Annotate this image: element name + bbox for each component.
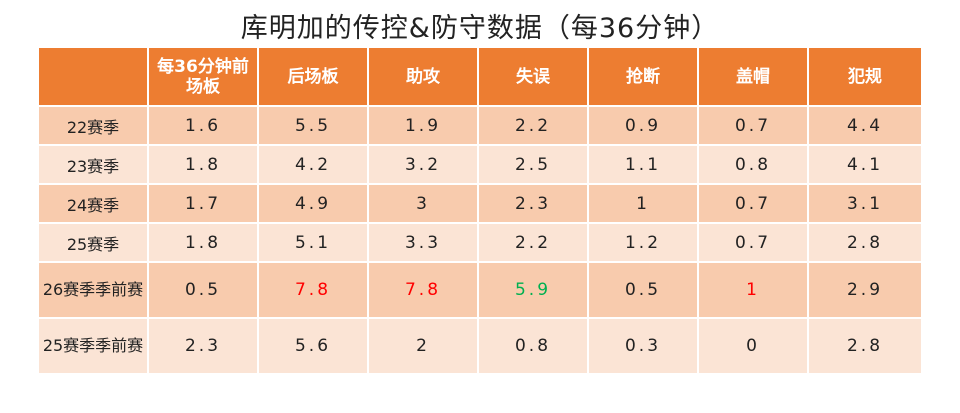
table-row: 25赛季 1.8 5.1 3.3 2.2 1.2 0.7 2.8 — [39, 222, 921, 261]
table-cell: 5.5 — [259, 105, 369, 144]
header-cell-offensive-rebounds: 每36分钟前场板 — [149, 48, 259, 105]
row-label: 22赛季 — [39, 105, 149, 144]
table-cell: 1 — [589, 183, 699, 222]
table-cell: 0.5 — [149, 261, 259, 317]
table-cell: 2.2 — [479, 222, 589, 261]
table-cell: 0.9 — [589, 105, 699, 144]
header-cell-assists: 助攻 — [369, 48, 479, 105]
table-cell: 0.5 — [589, 261, 699, 317]
table-cell: 1.1 — [589, 144, 699, 183]
table-cell: 2.3 — [149, 317, 259, 373]
table-cell: 3.1 — [809, 183, 921, 222]
table-cell: 4.4 — [809, 105, 921, 144]
row-label: 24赛季 — [39, 183, 149, 222]
table-cell: 5.6 — [259, 317, 369, 373]
header-cell-turnovers: 失误 — [479, 48, 589, 105]
table-cell: 4.2 — [259, 144, 369, 183]
table-cell: 1.8 — [149, 222, 259, 261]
table-cell: 1.7 — [149, 183, 259, 222]
table-cell: 0.7 — [699, 222, 809, 261]
header-cell-steals: 抢断 — [589, 48, 699, 105]
header-cell-fouls: 犯规 — [809, 48, 921, 105]
table-cell: 1.2 — [589, 222, 699, 261]
table-cell-highlight: 7.8 — [369, 261, 479, 317]
table-cell: 3 — [369, 183, 479, 222]
table-row: 24赛季 1.7 4.9 3 2.3 1 0.7 3.1 — [39, 183, 921, 222]
table-cell: 2.9 — [809, 261, 921, 317]
table-row: 26赛季季前赛 0.5 7.8 7.8 5.9 0.5 1 2.9 — [39, 261, 921, 317]
row-label: 26赛季季前赛 — [39, 261, 149, 317]
table-cell: 5.1 — [259, 222, 369, 261]
row-label: 25赛季 — [39, 222, 149, 261]
table-cell: 3.3 — [369, 222, 479, 261]
table-cell: 4.9 — [259, 183, 369, 222]
table-cell: 2.8 — [809, 317, 921, 373]
header-cell-blocks: 盖帽 — [699, 48, 809, 105]
table-cell-highlight: 7.8 — [259, 261, 369, 317]
table-row: 22赛季 1.6 5.5 1.9 2.2 0.9 0.7 4.4 — [39, 105, 921, 144]
table-row: 23赛季 1.8 4.2 3.2 2.5 1.1 0.8 4.1 — [39, 144, 921, 183]
table-cell: 0.3 — [589, 317, 699, 373]
table-cell: 0.7 — [699, 105, 809, 144]
table-cell-highlight: 1 — [699, 261, 809, 317]
header-cell-defensive-rebounds: 后场板 — [259, 48, 369, 105]
table-row: 25赛季季前赛 2.3 5.6 2 0.8 0.3 0 2.8 — [39, 317, 921, 373]
table-cell: 1.6 — [149, 105, 259, 144]
table-cell: 1.9 — [369, 105, 479, 144]
table-cell: 2 — [369, 317, 479, 373]
table-cell: 3.2 — [369, 144, 479, 183]
table-cell: 2.5 — [479, 144, 589, 183]
chart-title: 库明加的传控&防守数据（每36分钟） — [240, 13, 720, 44]
header-row: 每36分钟前场板 后场板 助攻 失误 抢断 盖帽 犯规 — [39, 48, 921, 105]
table-cell: 0.8 — [479, 317, 589, 373]
table-cell: 4.1 — [809, 144, 921, 183]
table-cell-highlight: 5.9 — [479, 261, 589, 317]
row-label: 23赛季 — [39, 144, 149, 183]
table-cell: 2.3 — [479, 183, 589, 222]
header-cell-corner — [39, 48, 149, 105]
table-cell: 2.2 — [479, 105, 589, 144]
row-label: 25赛季季前赛 — [39, 317, 149, 373]
table-cell: 0.8 — [699, 144, 809, 183]
table-cell: 1.8 — [149, 144, 259, 183]
table-cell: 0.7 — [699, 183, 809, 222]
table-cell: 2.8 — [809, 222, 921, 261]
table-cell: 0 — [699, 317, 809, 373]
stats-table: 每36分钟前场板 后场板 助攻 失误 抢断 盖帽 犯规 22赛季 1.6 5.5… — [39, 48, 921, 373]
